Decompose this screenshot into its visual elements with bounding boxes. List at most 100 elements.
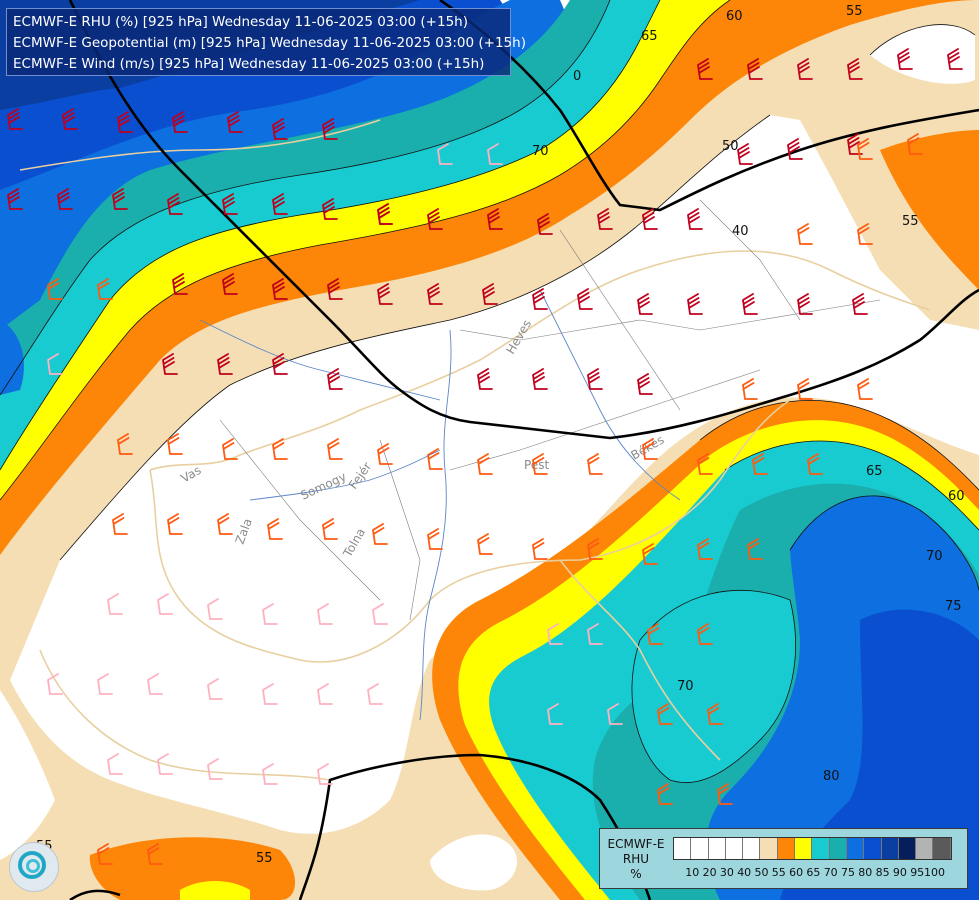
- legend-tick-label: 100: [924, 866, 945, 879]
- wind-barb: [97, 673, 113, 695]
- wind-barb: [7, 108, 23, 130]
- title-box: ECMWF-E RHU (%) [925 hPa] Wednesday 11-0…: [6, 8, 526, 76]
- rhu-bottom-yellow: [180, 881, 250, 900]
- contour-label: 65: [866, 464, 883, 479]
- wind-barb: [747, 538, 763, 560]
- contour-label: 70: [532, 144, 549, 159]
- wind-barb: [537, 213, 553, 235]
- legend-title-model: ECMWF-E: [607, 837, 665, 851]
- wind-barb: [532, 288, 548, 310]
- legend-swatch: [898, 838, 917, 859]
- rhu-left-white: [0, 690, 55, 860]
- wind-barb: [697, 623, 713, 645]
- wind-barb: [47, 673, 63, 695]
- rhu-band-lt50: [10, 115, 979, 834]
- wind-barb: [742, 293, 758, 315]
- legend-tick-label: 60: [789, 866, 804, 879]
- rhu-bottom-orange: [89, 837, 295, 900]
- legend-swatch: [864, 838, 882, 859]
- wind-barb: [322, 118, 338, 140]
- legend-swatch: [725, 838, 744, 859]
- wind-barb: [787, 138, 803, 160]
- wind-barb: [162, 353, 178, 375]
- wind-barb: [217, 353, 233, 375]
- legend-swatch: [674, 838, 692, 859]
- wind-barb: [207, 758, 223, 780]
- wind-barb: [227, 111, 243, 133]
- wind-barb: [112, 513, 128, 535]
- wind-barb: [322, 518, 338, 540]
- rhu-pocket-topright: [870, 24, 975, 84]
- wind-barb: [587, 623, 603, 645]
- wind-barb: [207, 678, 223, 700]
- wind-barb: [427, 208, 443, 230]
- wind-barb: [747, 58, 763, 80]
- contour-label: 50: [722, 139, 739, 154]
- legend-swatch: [795, 838, 813, 859]
- legend-tick-label: 85: [875, 866, 890, 879]
- wind-barb: [717, 783, 733, 805]
- wind-barb: [477, 368, 493, 390]
- contour-label: 55: [902, 214, 919, 229]
- wind-barb: [62, 108, 78, 130]
- wind-barb: [322, 198, 338, 220]
- legend-ticks: 10 20 30 40 50 55 60 65 70 75 80 85 90 95 100: [673, 866, 973, 882]
- legend-tick-label: 55: [771, 866, 786, 879]
- wind-barb: [547, 703, 563, 725]
- wind-barb: [167, 513, 183, 535]
- rhu-contour-lines: [0, 0, 979, 783]
- legend-swatch: [691, 838, 709, 859]
- rhu-pocket-bottom: [430, 834, 518, 891]
- wind-barb: [377, 443, 393, 465]
- contour-label: 70: [926, 549, 943, 564]
- wind-barb: [262, 603, 278, 625]
- wind-barb: [697, 538, 713, 560]
- legend-tick-label: 65: [806, 866, 821, 879]
- wind-barb: [657, 783, 673, 805]
- wind-barb: [587, 453, 603, 475]
- wind-barb: [427, 283, 443, 305]
- wind-barb: [157, 753, 173, 775]
- wind-barb: [272, 278, 288, 300]
- legend-tick-label: 95: [910, 866, 925, 879]
- title-line-wind: ECMWF-E Wind (m/s) [925 hPa] Wednesday 1…: [13, 56, 485, 72]
- legend-title-var: RHU: [622, 852, 650, 866]
- legend-unit: %: [630, 867, 642, 881]
- contour-label: 65: [641, 29, 658, 44]
- wind-barb: [372, 603, 388, 625]
- wind-barb: [317, 763, 333, 785]
- contour-label: 55: [256, 851, 273, 866]
- wind-barb: [707, 703, 723, 725]
- wind-barb: [262, 683, 278, 705]
- wind-barb: [272, 438, 288, 460]
- contour-label: 80: [823, 769, 840, 784]
- wind-barb: [317, 683, 333, 705]
- admin-boundaries: [219, 199, 881, 621]
- legend-swatch: [846, 838, 865, 859]
- wind-barb: [857, 138, 873, 160]
- wind-barb: [367, 683, 383, 705]
- wind-barb: [172, 111, 188, 133]
- wind-barb: [637, 373, 653, 395]
- wind-barb: [262, 763, 278, 785]
- contour-label: 70: [677, 679, 694, 694]
- wind-barb: [687, 293, 703, 315]
- wind-barb: [117, 111, 133, 133]
- wind-barb: [147, 673, 163, 695]
- legend-swatch: [916, 838, 934, 859]
- wind-barb: [642, 543, 658, 565]
- legend-swatches: [673, 837, 952, 860]
- wind-barb: [657, 703, 673, 725]
- contour-label: 40: [732, 224, 749, 239]
- contour-label: 55: [846, 4, 863, 19]
- wind-barb: [372, 523, 388, 545]
- wind-barb: [147, 843, 163, 865]
- wind-barb: [647, 623, 663, 645]
- contour-label: 0: [573, 69, 581, 84]
- rhu-island-teal: [631, 590, 796, 783]
- wind-barb: [57, 188, 73, 210]
- wind-barb: [477, 533, 493, 555]
- wind-barb: [947, 48, 963, 70]
